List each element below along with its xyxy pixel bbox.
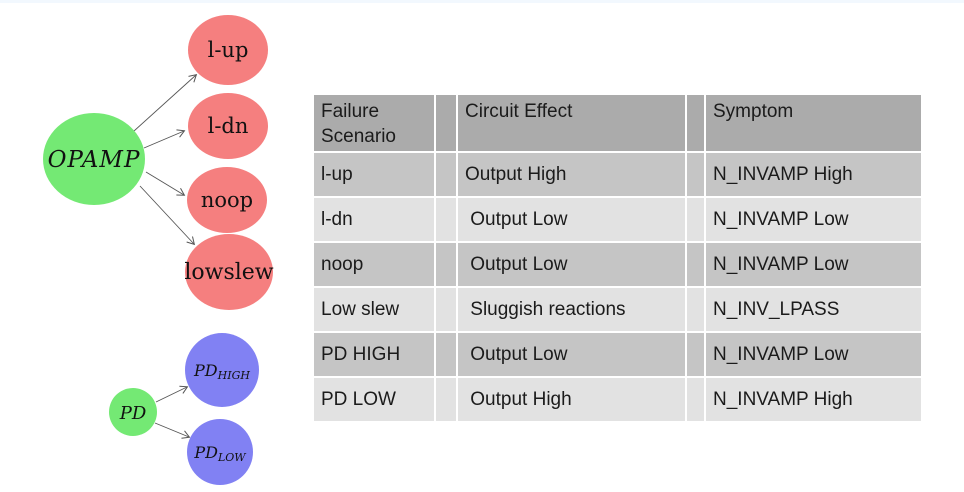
cell-spacer [436, 378, 456, 421]
header-circuit-effect: Circuit Effect [458, 95, 685, 151]
pd-label: PD [119, 403, 147, 424]
header-spacer-2 [687, 95, 704, 151]
cell-effect: Output Low [458, 198, 685, 241]
table-row: noop Output Low N_INVAMP Low [314, 243, 921, 286]
l-dn-label: l-dn [208, 114, 249, 138]
opamp-arrows [133, 73, 198, 246]
arrow-pd-low [154, 422, 191, 439]
fault-tree-diagram: OPAMP l-up l-dn noop lowslew PD PDHIGH [43, 15, 274, 485]
pd-low-label: PDLOW [193, 443, 247, 464]
header-symptom: Symptom [706, 95, 921, 151]
pd-arrows [154, 385, 191, 439]
table-row: l-up Output High N_INVAMP High [314, 153, 921, 196]
cell-symptom: N_INVAMP Low [706, 198, 921, 241]
cell-effect: Output Low [458, 333, 685, 376]
node-pd: PD [109, 388, 157, 436]
cell-symptom: N_INVAMP High [706, 153, 921, 196]
l-up-ellipse [188, 15, 268, 85]
cell-spacer [436, 333, 456, 376]
arrow-opamp-noop [145, 171, 186, 196]
l-dn-ellipse [188, 93, 268, 159]
cell-spacer [687, 198, 704, 241]
pd-high-label: PDHIGH [193, 361, 250, 382]
cell-scenario: l-dn [314, 198, 434, 241]
cell-spacer [436, 288, 456, 331]
cell-spacer [436, 198, 456, 241]
l-up-label: l-up [208, 38, 249, 62]
opamp-label: OPAMP [48, 147, 141, 173]
lowslew-ellipse [185, 234, 273, 310]
cell-symptom: N_INV_LPASS [706, 288, 921, 331]
table-row: Low slew Sluggish reactions N_INV_LPASS [314, 288, 921, 331]
cell-symptom: N_INVAMP High [706, 378, 921, 421]
arrow-opamp-ldn [143, 129, 186, 149]
pd-high-subscript: HIGH [217, 369, 251, 382]
node-pd-low: PDLOW [187, 419, 253, 485]
node-pd-high: PDHIGH [185, 333, 259, 407]
noop-label: noop [201, 188, 253, 212]
arrow-pd-high [155, 385, 189, 403]
failure-scenario-table: Failure Scenario Circuit Effect Symptom … [312, 93, 923, 423]
cell-scenario: noop [314, 243, 434, 286]
noop-ellipse [187, 167, 267, 233]
table-header-row: Failure Scenario Circuit Effect Symptom [314, 95, 921, 151]
pd-low-subscript: LOW [217, 451, 247, 464]
cell-effect: Sluggish reactions [458, 288, 685, 331]
cell-effect: Output Low [458, 243, 685, 286]
node-l-up: l-up [188, 15, 268, 85]
header-spacer-1 [436, 95, 456, 151]
cell-scenario: PD LOW [314, 378, 434, 421]
lowslew-label: lowslew [184, 260, 273, 285]
table-row: l-dn Output Low N_INVAMP Low [314, 198, 921, 241]
top-edge-strip [0, 0, 964, 3]
pd-low-circle [187, 419, 253, 485]
node-opamp: OPAMP [43, 113, 145, 205]
pd-high-circle [185, 333, 259, 407]
cell-symptom: N_INVAMP Low [706, 243, 921, 286]
cell-spacer [436, 243, 456, 286]
cell-symptom: N_INVAMP Low [706, 333, 921, 376]
node-noop: noop [187, 167, 267, 233]
cell-spacer [687, 333, 704, 376]
header-failure-scenario: Failure Scenario [314, 95, 434, 151]
table-row: PD HIGH Output Low N_INVAMP Low [314, 333, 921, 376]
cell-scenario: Low slew [314, 288, 434, 331]
node-lowslew: lowslew [184, 234, 274, 310]
pd-circle [109, 388, 157, 436]
cell-spacer [687, 153, 704, 196]
cell-scenario: l-up [314, 153, 434, 196]
arrow-opamp-lup [133, 73, 198, 132]
pd-high-base: PD [193, 361, 218, 380]
cell-effect: Output High [458, 153, 685, 196]
cell-spacer [687, 378, 704, 421]
node-l-dn: l-dn [188, 93, 268, 159]
cell-effect: Output High [458, 378, 685, 421]
cell-spacer [687, 288, 704, 331]
arrow-opamp-lowslew [139, 185, 196, 246]
cell-scenario: PD HIGH [314, 333, 434, 376]
pd-low-base: PD [193, 443, 218, 462]
cell-spacer [436, 153, 456, 196]
table-row: PD LOW Output High N_INVAMP High [314, 378, 921, 421]
cell-spacer [687, 243, 704, 286]
opamp-ellipse [43, 113, 145, 205]
